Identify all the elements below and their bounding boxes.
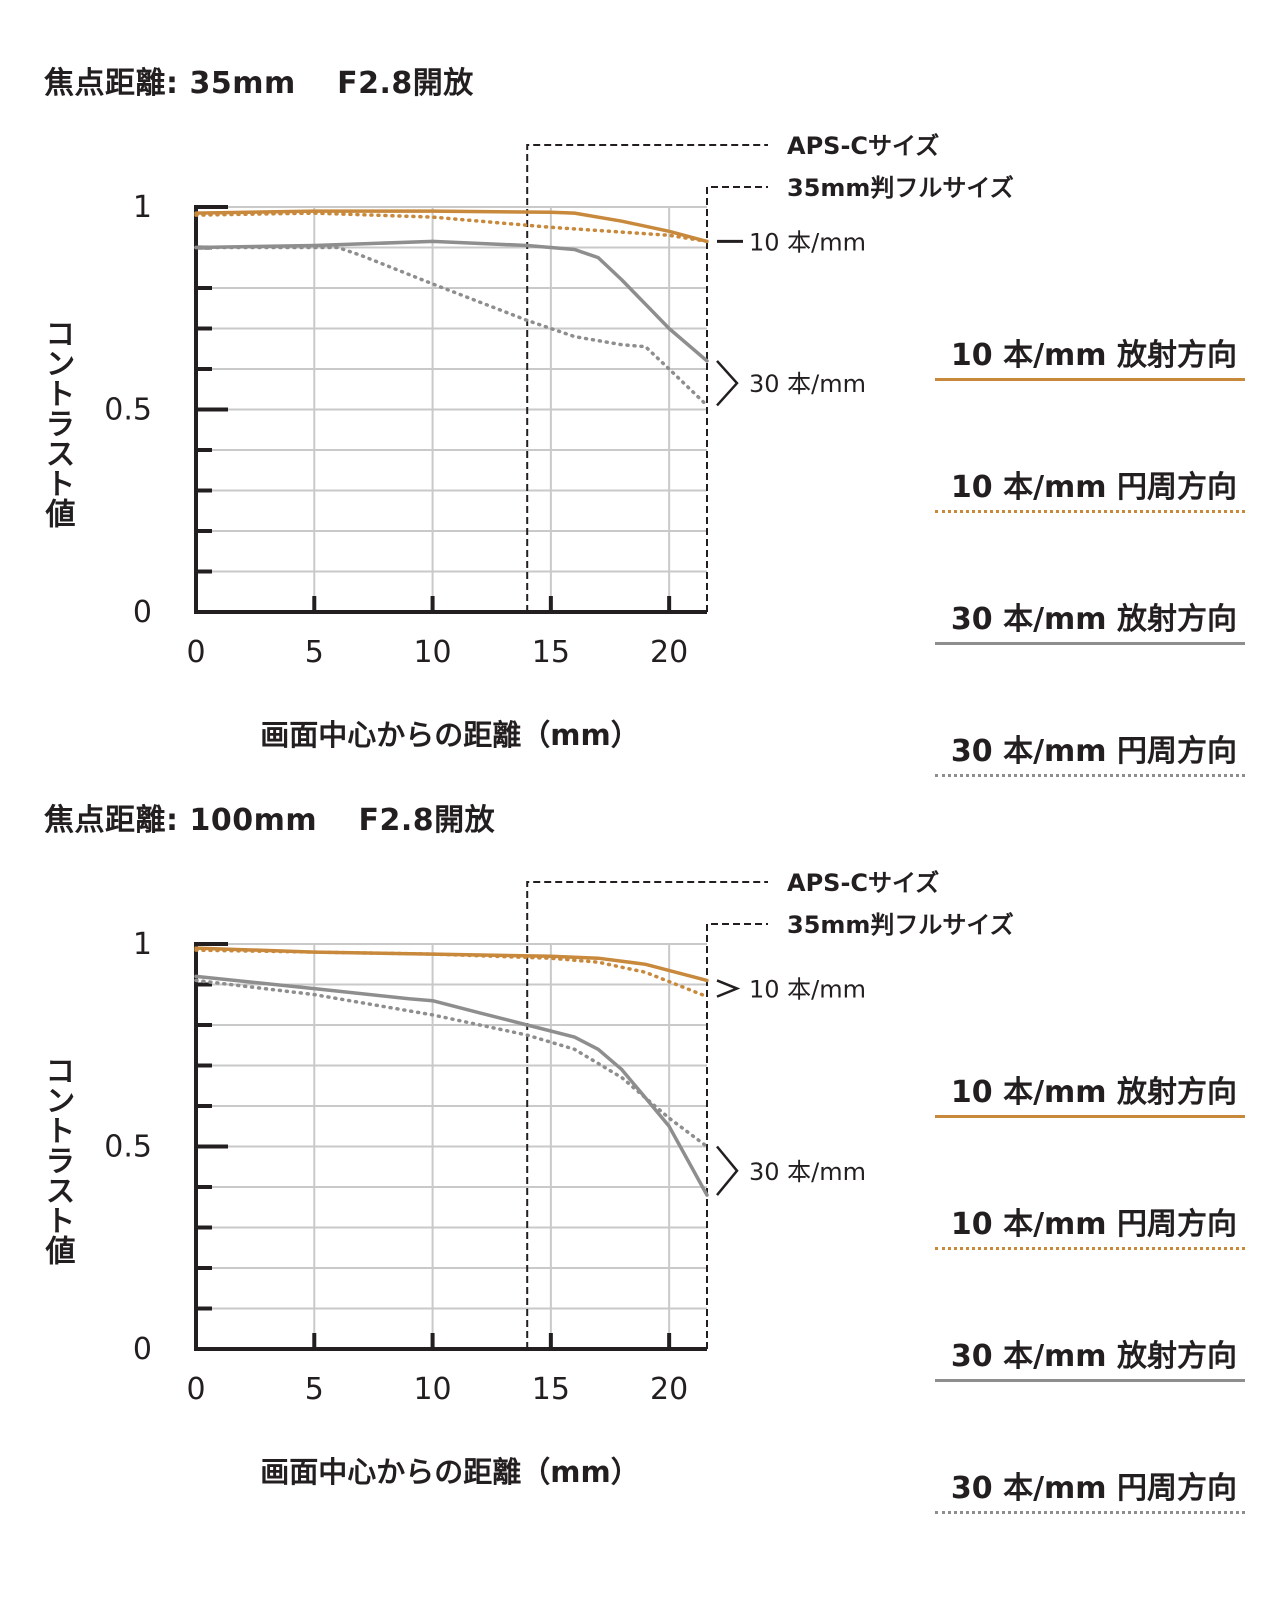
legend-swatch [935, 774, 1245, 777]
y-tick-label: 0.5 [104, 1130, 152, 1165]
freq-bracket [716, 360, 739, 407]
freq-bracket [716, 1145, 739, 1196]
freq-label: 10 本/mm [749, 976, 866, 1004]
mtf-chart-100mm: 焦点距離: 100mm F2.8開放 0 0.5 1 0 5 10 15 20 画面中心からの距… [0, 737, 1280, 1514]
x-tick-label: 15 [532, 1372, 570, 1407]
freq-label: 10 本/mm [749, 228, 866, 256]
legend-swatch [935, 378, 1245, 381]
y-tick-label: 1 [133, 927, 152, 962]
legend-item-30-circumferential: 30 本/mm 円周方向 [935, 726, 1245, 858]
freq-bracket [716, 979, 741, 998]
legend-item-10-circumferential: 10 本/mm 円周方向 [935, 1199, 1245, 1331]
legend-swatch [935, 1379, 1245, 1382]
x-axis-label: 画面中心からの距離（mm） [260, 1455, 639, 1489]
legend-item-10-circumferential: 10 本/mm 円周方向 [935, 462, 1245, 594]
x-tick-label: 15 [532, 635, 570, 670]
legend-item-30-circumferential: 30 本/mm 円周方向 [935, 1463, 1245, 1595]
x-tick-label: 5 [305, 1372, 324, 1407]
legend-label: 10 本/mm 円周方向 [950, 470, 1237, 505]
full-frame-marker-label: 35mm判フルサイズ [787, 174, 1014, 202]
legend-label: 30 本/mm 放射方向 [950, 1339, 1237, 1374]
legend-item-30-radial: 30 本/mm 放射方向 [935, 594, 1245, 726]
y-axis-label: コントラスト値 [40, 1055, 77, 1265]
freq-label: 30 本/mm [749, 1158, 866, 1186]
legend-swatch [935, 1247, 1245, 1250]
series-line [194, 245, 709, 408]
series-line [194, 948, 709, 999]
x-tick-label: 20 [650, 1372, 688, 1407]
series-line [194, 974, 709, 1197]
full-frame-marker-label: 35mm判フルサイズ [787, 911, 1014, 939]
x-tick-label: 0 [186, 635, 205, 670]
legend-swatch [935, 1115, 1245, 1118]
series-line [194, 211, 709, 244]
y-axis-label: コントラスト値 [40, 318, 77, 528]
legend-label: 30 本/mm 円周方向 [950, 734, 1237, 769]
legend-swatch [935, 642, 1245, 645]
legend-label: 10 本/mm 放射方向 [950, 338, 1237, 373]
legend-swatch [935, 510, 1245, 513]
mtf-plot: 00.510 5 10 15 20画面中心からの距離（mm）コントラスト値APS-Cサイ… [40, 869, 1014, 1489]
legend-label: 30 本/mm 円周方向 [950, 1471, 1237, 1506]
y-tick-label: 0.5 [104, 393, 152, 428]
aps-c-marker-label: APS-Cサイズ [787, 132, 939, 160]
legend-label: 30 本/mm 放射方向 [950, 602, 1237, 637]
legend-label: 10 本/mm 放射方向 [950, 1075, 1237, 1110]
x-tick-label: 20 [650, 635, 688, 670]
freq-label: 30 本/mm [749, 370, 866, 398]
aps-c-marker-line [526, 144, 768, 612]
x-axis-label: 画面中心からの距離（mm） [260, 718, 639, 752]
legend-item-10-radial: 10 本/mm 放射方向 [935, 330, 1245, 462]
y-tick-label: 1 [133, 190, 152, 225]
series-line [194, 239, 709, 363]
legend-swatch [935, 1511, 1245, 1514]
x-tick-label: 10 [413, 635, 451, 670]
legend: 10 本/mm 放射方向 10 本/mm 円周方向 30 本/mm 放射方向 3… [935, 330, 1245, 858]
y-tick-label: 0 [133, 1332, 152, 1367]
aps-c-marker-label: APS-Cサイズ [787, 869, 939, 897]
chart-title: 焦点距離: 35mm F2.8開放 [44, 66, 474, 101]
y-tick-label: 0 [133, 595, 152, 630]
series-line [194, 978, 709, 1149]
aps-c-marker-line [526, 881, 768, 1349]
chart-title: 焦点距離: 100mm F2.8開放 [44, 803, 496, 838]
x-tick-label: 0 [186, 1372, 205, 1407]
full-frame-marker-line [706, 186, 768, 612]
x-tick-label: 5 [305, 635, 324, 670]
legend-item-10-radial: 10 本/mm 放射方向 [935, 1067, 1245, 1199]
legend-label: 10 本/mm 円周方向 [950, 1207, 1237, 1242]
full-frame-marker-line [706, 923, 768, 1349]
series-line [194, 209, 709, 244]
mtf-chart-35mm: 焦点距離: 35mm F2.8開放 0 0.5 1 0 5 10 15 20 画面中心からの距離… [0, 0, 1280, 777]
mtf-plot: 00.510 5 10 15 20画面中心からの距離（mm）コントラスト値APS-Cサイ… [40, 132, 1014, 752]
legend-item-30-radial: 30 本/mm 放射方向 [935, 1331, 1245, 1463]
legend: 10 本/mm 放射方向 10 本/mm 円周方向 30 本/mm 放射方向 3… [935, 1067, 1245, 1595]
x-tick-label: 10 [413, 1372, 451, 1407]
